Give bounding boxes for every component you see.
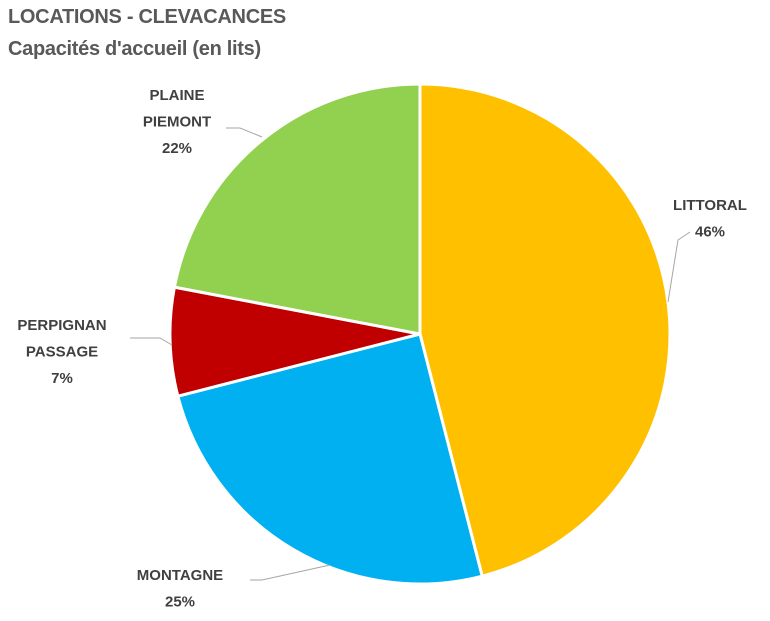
pie-slice-perpignan-passage (168, 285, 421, 398)
data-label-category: PIEMONT (143, 114, 211, 131)
chart-title: LOCATIONS - CLEVACANCES (8, 6, 286, 28)
leader-line (130, 337, 173, 346)
data-label-category: MONTAGNE (137, 567, 223, 584)
pie-slice-littoral (418, 82, 672, 578)
data-label-value: 25% (165, 594, 195, 611)
data-label-value: 46% (695, 224, 725, 241)
leader-line (226, 127, 263, 138)
leader-line (667, 231, 691, 303)
chart-subtitle: Capacités d'accueil (en lits) (8, 38, 261, 60)
data-label-value: 22% (162, 140, 192, 157)
leader-line (250, 564, 331, 581)
data-label-category: PLAINE (149, 87, 204, 104)
data-label-value: 7% (51, 370, 73, 387)
pie-slice-montagne (176, 332, 484, 586)
data-label-category: PASSAGE (26, 344, 98, 361)
data-label-category: PERPIGNAN (17, 317, 106, 334)
data-label-category: LITTORAL (673, 197, 747, 214)
pie-slice-plaine-piemont (172, 82, 422, 336)
